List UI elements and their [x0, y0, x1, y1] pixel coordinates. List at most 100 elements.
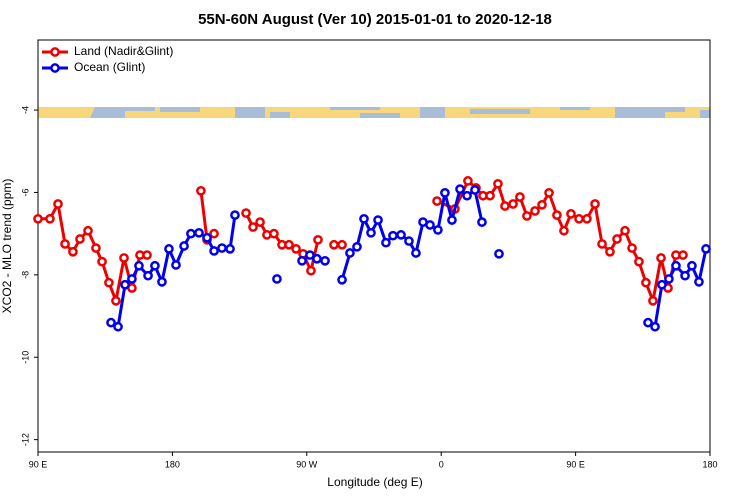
- point: [612, 234, 622, 244]
- point: [269, 228, 279, 239]
- x-tick-label: 180: [702, 459, 717, 469]
- point: [359, 213, 369, 224]
- point: [312, 253, 322, 264]
- chart-title: 55N-60N August (Ver 10) 2015-01-01 to 20…: [198, 11, 552, 28]
- legend-label: Land (Nadir&Glint): [74, 44, 173, 58]
- point: [113, 321, 123, 332]
- point: [164, 244, 174, 254]
- point: [313, 234, 323, 245]
- point: [337, 274, 347, 285]
- point: [202, 232, 212, 243]
- y-tick-label: -6: [20, 188, 30, 196]
- point: [455, 184, 465, 194]
- point: [597, 239, 607, 249]
- point: [143, 270, 153, 281]
- x-axis-label: Longitude (deg E): [327, 475, 422, 489]
- point: [120, 279, 130, 290]
- point: [329, 239, 339, 250]
- point: [671, 260, 681, 271]
- point: [306, 265, 316, 276]
- point: [396, 230, 406, 240]
- point: [463, 176, 473, 186]
- point: [425, 220, 435, 230]
- point: [179, 241, 189, 251]
- point: [45, 213, 55, 224]
- point: [142, 250, 152, 260]
- point: [590, 199, 600, 209]
- point: [381, 237, 391, 248]
- point: [68, 246, 78, 257]
- point: [106, 317, 116, 328]
- point: [657, 279, 667, 290]
- point: [127, 274, 137, 284]
- x-tick-label: 180: [165, 459, 180, 469]
- point: [60, 239, 70, 249]
- point: [104, 277, 114, 288]
- point: [656, 253, 666, 263]
- point: [627, 243, 637, 253]
- point: [522, 211, 532, 221]
- point: [291, 244, 301, 254]
- y-tick-label: -10: [20, 351, 30, 364]
- point: [648, 295, 658, 306]
- point: [345, 248, 355, 258]
- legend-label: Ocean (Glint): [74, 60, 145, 74]
- point: [701, 244, 711, 254]
- point: [150, 260, 160, 271]
- point: [284, 239, 294, 250]
- point: [119, 253, 129, 263]
- point: [411, 248, 421, 258]
- point: [678, 250, 688, 260]
- y-tick-label: -4: [20, 106, 30, 114]
- point: [305, 250, 315, 260]
- point: [634, 256, 644, 267]
- plot-frame: [37, 39, 711, 453]
- point: [157, 276, 167, 287]
- point: [566, 209, 576, 219]
- y-axis-label: XCO2 - MLO trend (ppm): [0, 179, 14, 314]
- point: [680, 270, 690, 281]
- point: [91, 243, 101, 253]
- point: [366, 227, 376, 238]
- point: [241, 208, 251, 218]
- point: [433, 225, 443, 235]
- point: [297, 255, 307, 266]
- point: [552, 210, 562, 220]
- point: [186, 228, 196, 239]
- point: [209, 228, 219, 239]
- point: [171, 260, 181, 270]
- point: [33, 213, 43, 224]
- point: [641, 277, 651, 288]
- point: [196, 185, 206, 196]
- point: [643, 317, 653, 328]
- point: [352, 241, 362, 252]
- point: [574, 213, 584, 224]
- point: [477, 217, 487, 227]
- x-tick-label: 0: [439, 459, 444, 469]
- point: [462, 190, 472, 201]
- point: [470, 185, 480, 195]
- legend-marker: [50, 47, 60, 57]
- point: [544, 188, 554, 198]
- point: [537, 199, 547, 210]
- point: [530, 206, 540, 216]
- point: [687, 260, 697, 271]
- point: [485, 190, 495, 201]
- point: [440, 188, 450, 198]
- point: [134, 260, 144, 271]
- point: [620, 225, 630, 236]
- point: [493, 178, 503, 189]
- point: [248, 222, 258, 232]
- x-tick-label: 90 E: [29, 459, 48, 469]
- point: [500, 201, 510, 211]
- point: [97, 256, 107, 267]
- point: [447, 215, 457, 225]
- point: [111, 295, 121, 306]
- point: [83, 225, 93, 236]
- point: [255, 217, 265, 227]
- point: [53, 199, 63, 209]
- map-strip: [38, 107, 710, 118]
- point: [373, 215, 383, 225]
